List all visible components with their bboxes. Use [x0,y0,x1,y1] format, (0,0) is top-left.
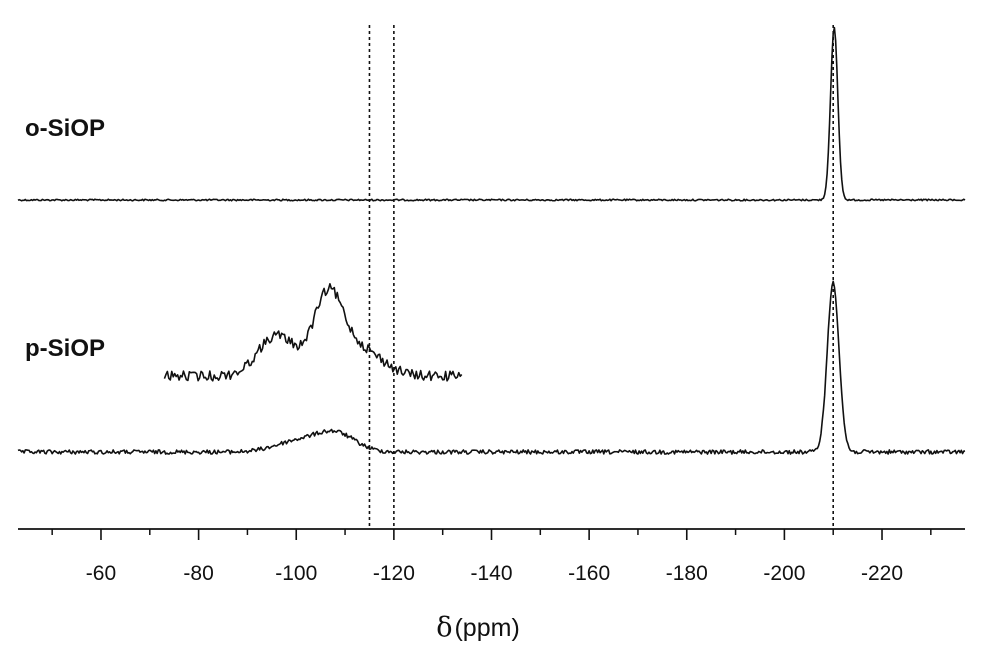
x-axis-unit: (ppm) [454,614,519,642]
series-label-o-siop: o-SiOP [25,115,105,142]
x-tick-label: -80 [183,562,213,585]
x-tick-label: -180 [666,562,708,585]
x-tick-label: -60 [86,562,116,585]
labels: o-SiOP p-SiOP δ(ppm) [25,115,520,643]
o-siop-trace [17,26,966,202]
p-siop-trace [17,280,966,455]
series-label-p-siop: p-SiOP [25,335,105,362]
spectrum-traces [17,26,966,455]
x-tick-label: -220 [861,562,903,585]
x-axis: -60 -80 -100 -120 -140 -160 -180 -200 -220 [18,528,965,585]
x-tick-label: -200 [763,562,805,585]
x-tick-label: -140 [470,562,512,585]
x-axis-symbol: δ [436,612,452,643]
x-tick-label: -100 [275,562,317,585]
x-axis-title: δ(ppm) [436,612,520,643]
x-tick-label: -160 [568,562,610,585]
p-siop-inset-trace [163,282,463,382]
x-tick-label: -120 [373,562,415,585]
reference-lines [368,25,835,529]
